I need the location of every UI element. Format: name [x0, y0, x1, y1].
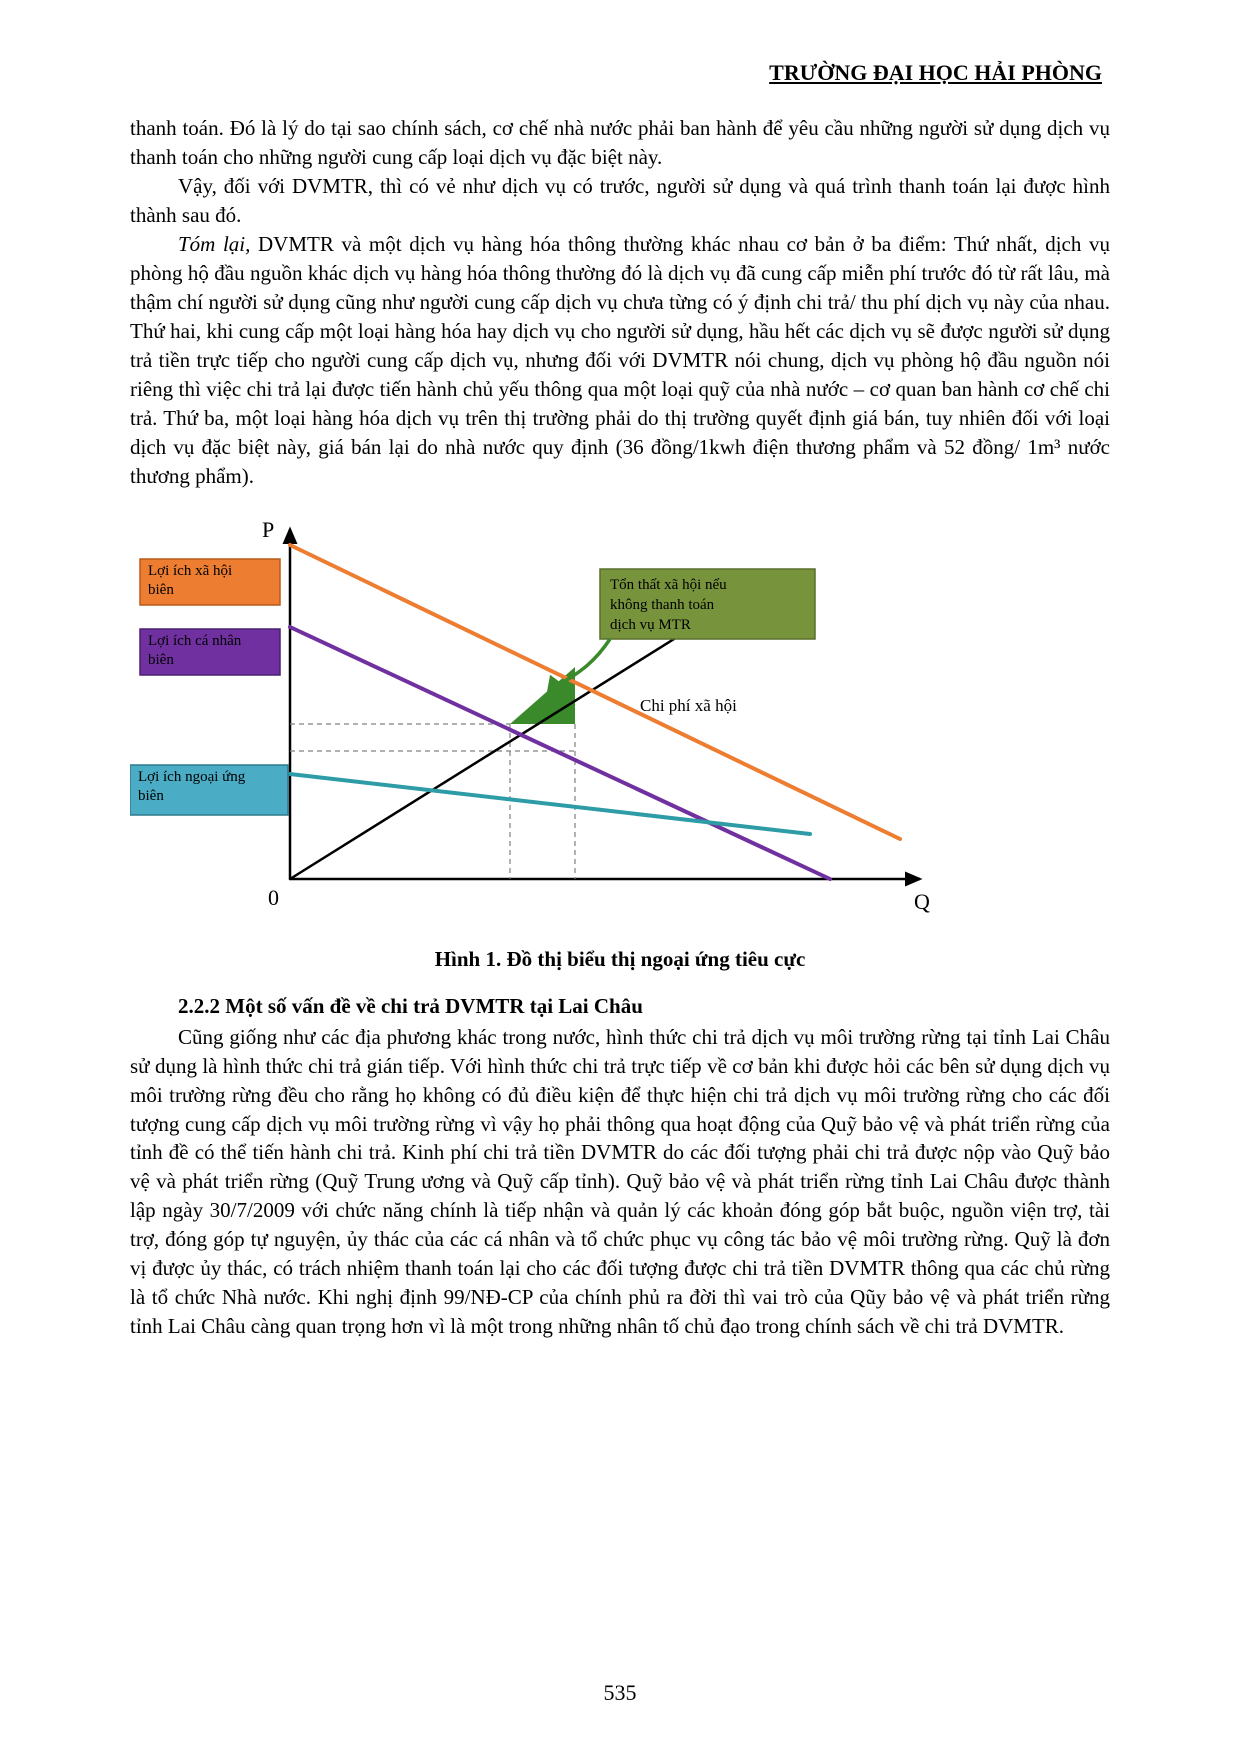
p3-rest: DVMTR và một dịch vụ hàng hóa thông thườ… — [130, 232, 1110, 488]
svg-text:dịch vụ MTR: dịch vụ MTR — [610, 617, 691, 633]
p3-lead: Tóm lại, — [178, 232, 250, 256]
svg-text:P: P — [262, 517, 274, 542]
svg-text:Lợi ích cá nhân: Lợi ích cá nhân — [148, 633, 242, 649]
svg-text:Q: Q — [914, 889, 930, 914]
paragraph-1: thanh toán. Đó là lý do tại sao chính sá… — [130, 114, 1110, 172]
subsection-heading: 2.2.2 Một số vấn đề về chi trả DVMTR tại… — [130, 994, 1110, 1019]
figure-caption: Hình 1. Đồ thị biểu thị ngoại ứng tiêu c… — [130, 947, 1110, 972]
svg-text:không thanh toán: không thanh toán — [610, 597, 715, 613]
paragraph-4: Cũng giống như các địa phương khác trong… — [130, 1023, 1110, 1342]
body-text-2: Cũng giống như các địa phương khác trong… — [130, 1023, 1110, 1342]
svg-text:Tổn thất xã hội nếu: Tổn thất xã hội nếu — [610, 577, 727, 593]
page-number: 535 — [0, 1680, 1240, 1706]
page-header: TRƯỜNG ĐẠI HỌC HẢI PHÒNG — [130, 60, 1110, 86]
svg-text:biên: biên — [138, 787, 164, 803]
svg-text:0: 0 — [268, 885, 279, 910]
svg-text:biên: biên — [148, 651, 174, 667]
externality-chart: P 0 Q Chi phí xã hội Lợi ích xã hội biên Lợi í… — [130, 509, 1110, 939]
body-text: thanh toán. Đó là lý do tại sao chính sá… — [130, 114, 1110, 491]
paragraph-3: Tóm lại, DVMTR và một dịch vụ hàng hóa t… — [130, 230, 1110, 491]
paragraph-2: Vậy, đối với DVMTR, thì có vẻ như dịch v… — [130, 172, 1110, 230]
svg-text:Chi phí xã hội: Chi phí xã hội — [640, 696, 737, 715]
svg-text:biên: biên — [148, 581, 174, 597]
svg-text:Lợi ích ngoại ứng: Lợi ích ngoại ứng — [138, 769, 246, 785]
svg-text:Lợi ích xã hội: Lợi ích xã hội — [148, 563, 232, 579]
